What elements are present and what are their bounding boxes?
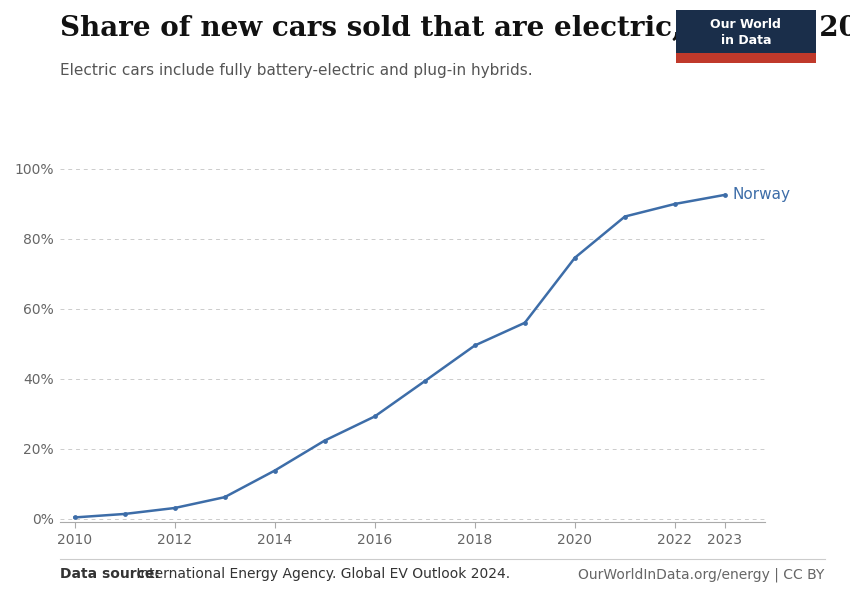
Point xyxy=(668,199,682,209)
Point xyxy=(568,253,581,263)
Text: Share of new cars sold that are electric, 2010 to 2023: Share of new cars sold that are electric… xyxy=(60,15,850,42)
Text: OurWorldInData.org/energy | CC BY: OurWorldInData.org/energy | CC BY xyxy=(578,567,824,581)
Text: in Data: in Data xyxy=(721,34,771,47)
Point xyxy=(167,503,181,513)
Point xyxy=(618,212,632,221)
Point xyxy=(418,376,432,386)
Text: International Energy Agency. Global EV Outlook 2024.: International Energy Agency. Global EV O… xyxy=(132,567,510,581)
Point xyxy=(718,190,732,200)
Point xyxy=(118,509,132,519)
Point xyxy=(218,493,231,502)
Point xyxy=(318,436,332,445)
Point xyxy=(518,318,531,328)
Text: Electric cars include fully battery-electric and plug-in hybrids.: Electric cars include fully battery-elec… xyxy=(60,63,532,78)
Point xyxy=(68,512,82,522)
Point xyxy=(268,466,281,475)
Point xyxy=(368,412,382,421)
Text: Norway: Norway xyxy=(733,187,791,202)
Text: Data source:: Data source: xyxy=(60,567,159,581)
Point xyxy=(468,341,482,350)
Text: Our World: Our World xyxy=(711,19,781,31)
